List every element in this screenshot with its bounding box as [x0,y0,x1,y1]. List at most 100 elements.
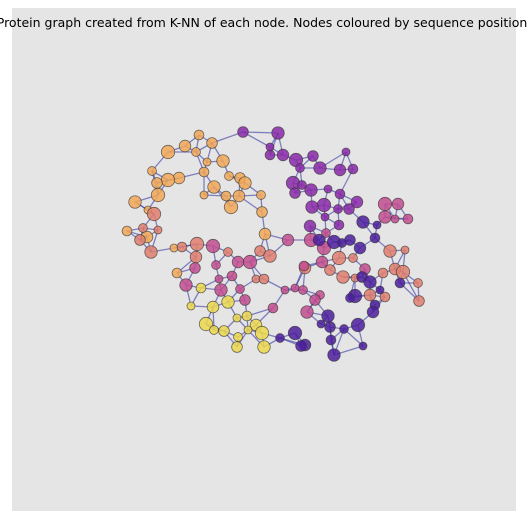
node [237,126,249,138]
node [333,163,347,177]
node [220,190,232,202]
node [231,255,245,269]
node [402,213,414,225]
node [146,206,162,222]
node [214,283,228,297]
node [176,241,188,253]
nodes [121,126,425,362]
node [303,219,317,233]
node [336,270,350,284]
node [191,147,201,157]
node [258,227,272,241]
node [223,247,233,257]
node [378,210,392,224]
node [350,195,364,209]
node [226,270,238,282]
node [295,163,305,173]
node [339,324,349,334]
node [298,260,310,272]
node [298,285,308,295]
node [172,171,186,185]
node [343,203,355,215]
node [375,285,385,295]
node [242,254,258,270]
node [151,177,163,189]
node [239,294,251,306]
node [256,206,268,218]
node [316,319,326,329]
node [280,285,290,295]
node [316,197,332,213]
node [413,278,423,288]
node [233,332,243,342]
node [320,212,330,222]
node [206,137,218,149]
node [150,187,166,203]
node [297,180,307,190]
node [333,219,345,231]
node [160,172,176,188]
node [312,233,326,247]
node [209,325,219,335]
node [348,253,358,263]
node [331,250,347,266]
node [366,305,380,319]
node [202,157,212,167]
node [218,325,230,337]
node [195,282,207,294]
node [171,267,183,279]
node [207,180,221,194]
node [189,236,205,252]
node [189,250,203,264]
node [160,144,176,160]
node [290,283,300,293]
node [276,148,290,162]
node [383,244,397,258]
node [363,288,377,302]
node [358,341,368,351]
node [263,249,277,263]
node [413,295,425,307]
node [315,255,329,269]
node [221,295,235,309]
node [198,166,210,178]
node [138,223,148,233]
node [214,274,224,284]
node [327,348,341,362]
node [216,154,230,168]
node [189,262,201,274]
node [321,309,335,323]
node [134,234,146,246]
node [238,176,252,190]
node [267,302,279,314]
node [390,214,400,224]
node [198,316,214,332]
node [353,241,367,255]
node [313,161,327,175]
node [271,126,285,140]
node [377,196,393,212]
node [224,171,234,181]
node [363,275,377,289]
node [275,333,285,343]
node [258,273,270,285]
node [341,147,351,157]
node [305,200,319,214]
node [400,245,410,255]
node [223,199,239,215]
node [394,277,406,289]
node [211,260,221,270]
node [128,195,142,209]
node [257,340,271,354]
title: Protein graph created from K-NN of each … [0,15,528,30]
node [205,238,221,254]
node [193,129,205,141]
node [309,294,321,306]
node [231,341,243,353]
node [369,232,381,244]
node [304,183,318,197]
node [344,234,356,246]
node [179,278,193,292]
node [153,225,163,235]
